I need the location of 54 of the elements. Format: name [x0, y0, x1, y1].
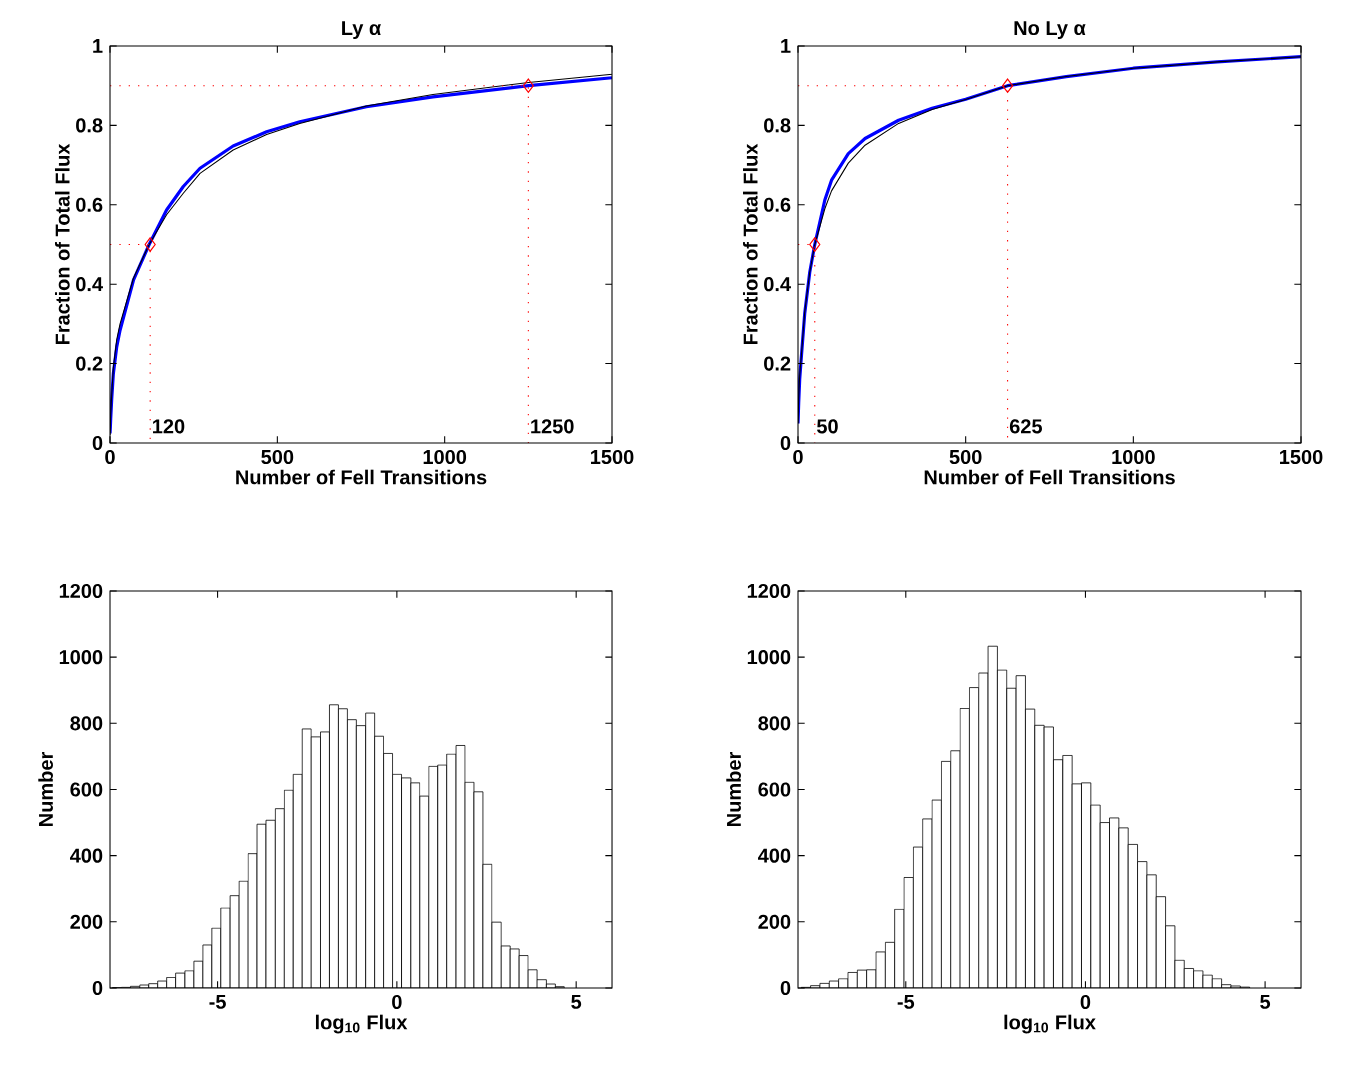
- y-tick-label: 200: [70, 914, 103, 929]
- y-tick-label: 0.6: [76, 197, 103, 212]
- x-tick-label: 500: [949, 449, 982, 465]
- y-tick-label: 800: [70, 716, 103, 731]
- y-tick-label: 0.8: [764, 118, 791, 133]
- chart-title: No Ly α: [1014, 21, 1086, 40]
- y-tick-label: 0.8: [76, 118, 103, 133]
- y-tick-label: 1: [93, 39, 103, 53]
- y-tick-label: 0: [780, 980, 791, 996]
- y-tick-label: 600: [758, 782, 791, 797]
- x-tick-label: 0: [392, 994, 402, 1010]
- x-tick-label: 1000: [423, 449, 467, 465]
- y-tick-label: 0.4: [764, 277, 791, 292]
- y-tick-label: 1: [781, 39, 791, 53]
- y-tick-label: 1000: [747, 650, 791, 665]
- x-tick-label: -5: [209, 994, 226, 1009]
- chart-title: Ly α: [342, 21, 382, 40]
- x-tick-label: 0: [105, 449, 115, 465]
- y-axis-title: Fraction of Total Flux: [54, 143, 70, 345]
- y-axis-title: Fraction of Total Flux: [742, 143, 758, 345]
- x-tick-label: 1000: [1112, 449, 1155, 465]
- y-axis-title: Number: [726, 752, 741, 826]
- y-tick-label: 800: [758, 716, 791, 731]
- y-tick-label: 200: [758, 914, 791, 929]
- y-tick-label: 400: [758, 848, 791, 863]
- x-axis-title: log$_{10}$ Flux: [1004, 1014, 1096, 1034]
- y-tick-label: 0.4: [76, 277, 103, 292]
- y-tick-label: 0.6: [764, 197, 791, 212]
- x-axis-title: log$_{10}$ Flux: [315, 1014, 408, 1034]
- x-tick-label: 500: [261, 449, 294, 465]
- y-tick-label: 1000: [59, 650, 103, 665]
- y-tick-label: 1200: [59, 583, 103, 599]
- x-axis-title: Number of Fell Transitions: [924, 469, 1175, 485]
- x-tick-label: 1500: [591, 449, 634, 465]
- annotation: 1250: [531, 419, 574, 434]
- x-tick-label: 5: [1260, 994, 1271, 1009]
- y-tick-label: 0: [780, 435, 791, 451]
- y-tick-label: 0.2: [76, 356, 103, 371]
- y-tick-label: 400: [70, 848, 103, 863]
- x-axis-title: Number of Fell Transitions: [236, 469, 487, 485]
- x-tick-label: -5: [897, 994, 915, 1009]
- annotation: 625: [1009, 419, 1042, 434]
- x-tick-label: 1500: [1280, 449, 1323, 465]
- x-tick-label: 0: [1080, 994, 1091, 1010]
- x-tick-label: 0: [793, 449, 803, 465]
- y-tick-label: 0: [92, 980, 103, 996]
- y-tick-label: 1200: [747, 583, 791, 599]
- y-tick-label: 0: [92, 435, 103, 451]
- y-axis-title: Number: [38, 752, 53, 826]
- x-tick-label: 5: [571, 994, 582, 1009]
- annotation: 120: [153, 419, 185, 434]
- annotation: 50: [816, 419, 838, 434]
- y-tick-label: 600: [70, 782, 103, 797]
- y-tick-label: 0.2: [764, 356, 791, 371]
